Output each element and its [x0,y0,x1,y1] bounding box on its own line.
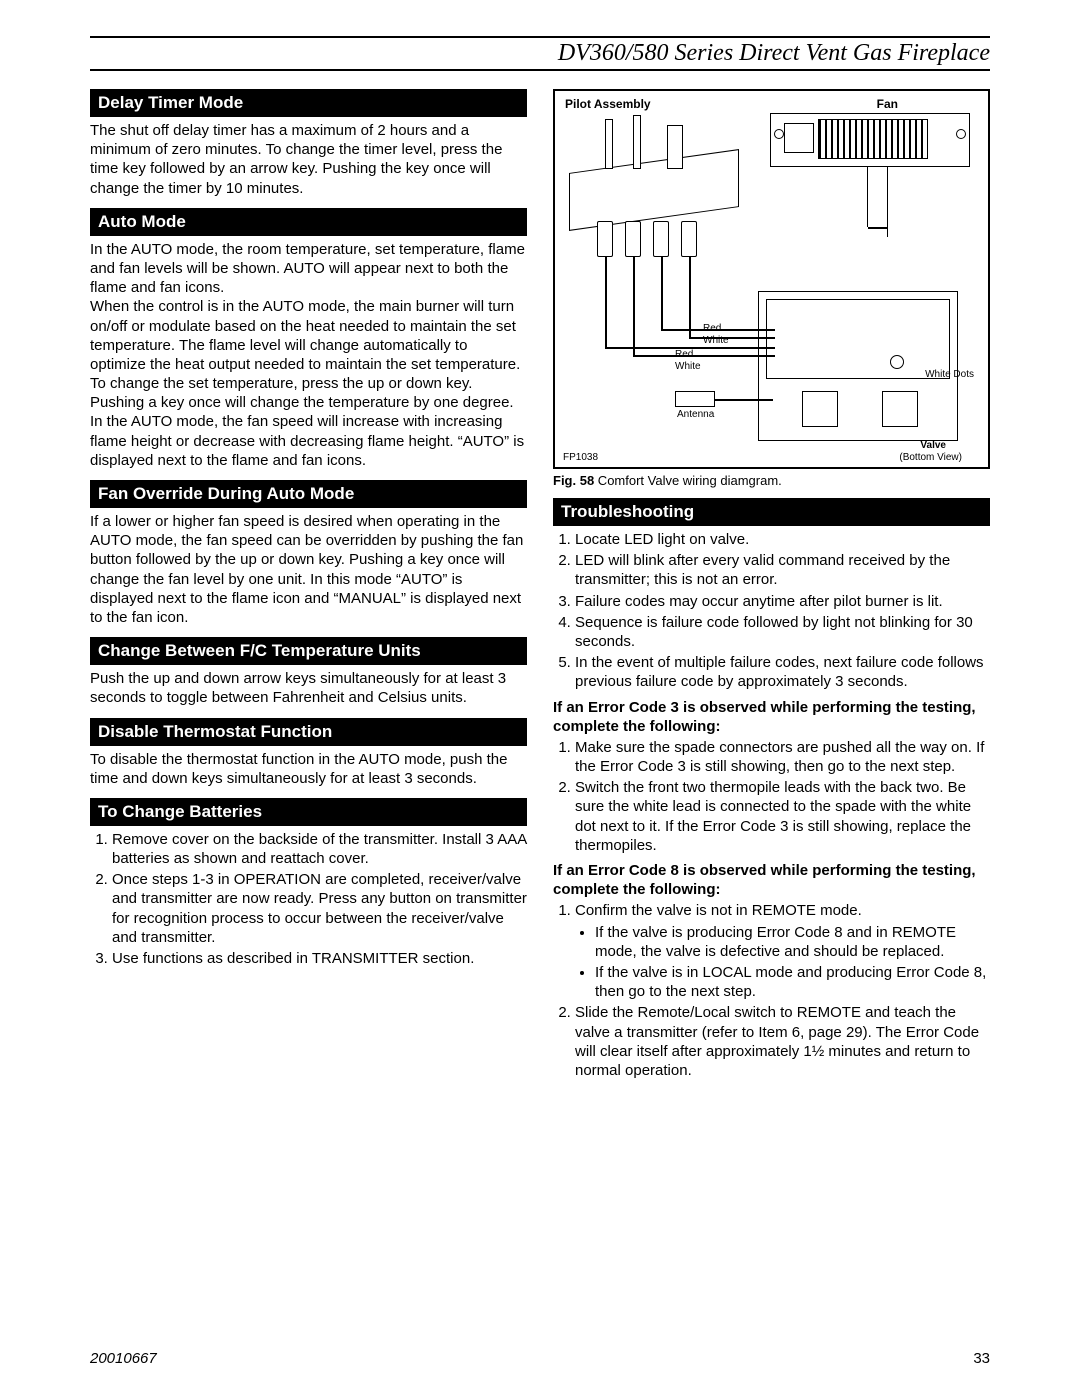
label-white-dots: White Dots [925,369,974,380]
list-item: Sequence is failure code followed by lig… [575,613,990,651]
list-error-code-3: Make sure the spade connectors are pushe… [553,738,990,855]
list-item: Remove cover on the backside of the tran… [112,830,527,868]
list-change-batteries: Remove cover on the backside of the tran… [90,830,527,968]
section-delay-timer: Delay Timer Mode [90,89,527,117]
label-fan: Fan [877,97,898,111]
section-troubleshooting: Troubleshooting [553,498,990,526]
list-item-text: Confirm the valve is not in REMOTE mode. [575,902,862,919]
list-troubleshooting: Locate LED light on valve. LED will blin… [553,530,990,692]
page-footer: 20010667 33 [90,1350,990,1367]
label-pilot-assembly: Pilot Assembly [565,97,651,111]
section-change-batteries: To Change Batteries [90,798,527,826]
list-item: LED will blink after every valid command… [575,551,990,589]
list-item: In the event of multiple failure codes, … [575,653,990,691]
footer-doc-number: 20010667 [90,1350,157,1367]
text-auto-mode: In the AUTO mode, the room temperature, … [90,240,527,470]
label-white: White [703,335,729,346]
label-antenna: Antenna [677,409,714,420]
text-fan-override: If a lower or higher fan speed is desire… [90,512,527,627]
label-bottom-view: (Bottom View) [899,452,962,463]
label-red2: Red [675,349,693,360]
list-item: Confirm the valve is not in REMOTE mode.… [575,901,990,1001]
list-item: If the valve is producing Error Code 8 a… [595,923,990,961]
text-delay-timer: The shut off delay timer has a maximum o… [90,121,527,198]
figure-number: Fig. 58 [553,473,594,488]
section-fc-units: Change Between F/C Temperature Units [90,637,527,665]
sublist-error-code-8: If the valve is producing Error Code 8 a… [575,923,990,1002]
section-disable-thermostat: Disable Thermostat Function [90,718,527,746]
section-fan-override: Fan Override During Auto Mode [90,480,527,508]
label-white2: White [675,361,701,372]
section-auto-mode: Auto Mode [90,208,527,236]
content-columns: Delay Timer Mode The shut off delay time… [90,89,990,1086]
list-item: Make sure the spade connectors are pushe… [575,738,990,776]
text-disable-thermostat: To disable the thermostat function in th… [90,750,527,788]
text-fc-units: Push the up and down arrow keys simultan… [90,669,527,707]
list-item: Switch the front two thermopile leads wi… [575,778,990,855]
right-column: Pilot Assembly Fan [553,89,990,1086]
list-item: Use functions as described in TRANSMITTE… [112,949,527,968]
list-item: Failure codes may occur anytime after pi… [575,592,990,611]
list-error-code-8: Confirm the valve is not in REMOTE mode.… [553,901,990,1080]
left-column: Delay Timer Mode The shut off delay time… [90,89,527,1086]
label-valve: Valve [920,440,946,451]
note-error-code-3: If an Error Code 3 is observed while per… [553,698,990,736]
footer-page-number: 33 [973,1350,990,1367]
list-item: Once steps 1-3 in OPERATION are complete… [112,870,527,947]
note-error-code-8: If an Error Code 8 is observed while per… [553,861,990,899]
figure-caption-text: Comfort Valve wiring diamgram. [594,473,782,488]
list-item: Slide the Remote/Local switch to REMOTE … [575,1003,990,1080]
figure-caption: Fig. 58 Comfort Valve wiring diamgram. [553,473,990,488]
label-fp-number: FP1038 [563,452,598,463]
list-item: If the valve is in LOCAL mode and produc… [595,963,990,1001]
list-item: Locate LED light on valve. [575,530,990,549]
page-header-title: DV360/580 Series Direct Vent Gas Firepla… [90,40,990,71]
wiring-diagram-figure: Pilot Assembly Fan [553,89,990,469]
label-red: Red [703,323,721,334]
